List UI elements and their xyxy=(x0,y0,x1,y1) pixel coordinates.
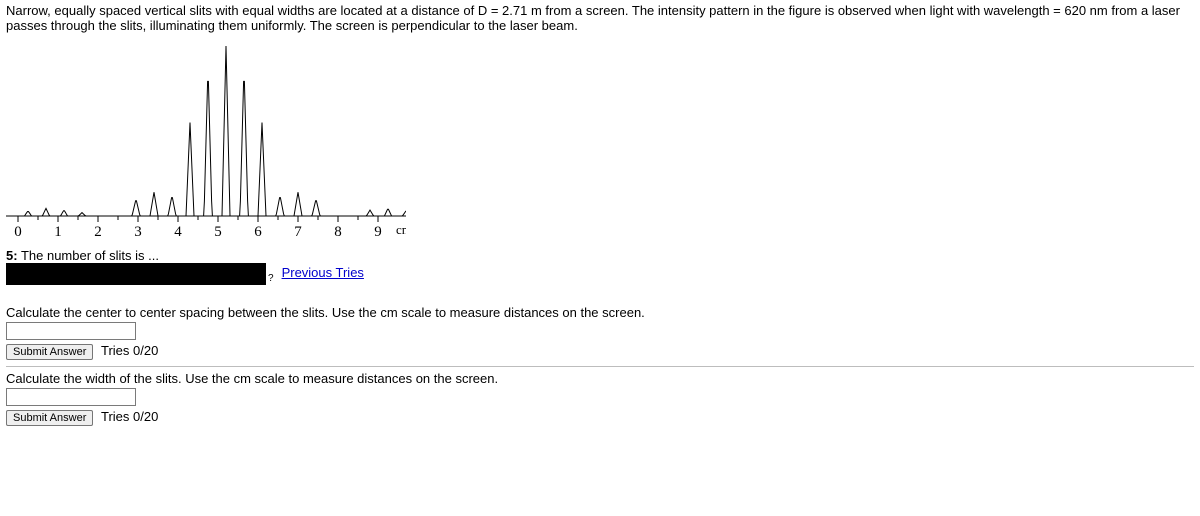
question-3: Calculate the width of the slits. Use th… xyxy=(6,371,1194,426)
svg-text:8: 8 xyxy=(334,224,342,240)
svg-text:6: 6 xyxy=(254,224,262,240)
svg-text:5: 5 xyxy=(214,224,222,240)
submit-button[interactable]: Submit Answer xyxy=(6,410,93,426)
question-1-text: The number of slits is ... xyxy=(21,248,159,263)
help-icon[interactable]: ? xyxy=(268,273,274,284)
problem-statement: Narrow, equally spaced vertical slits wi… xyxy=(6,4,1194,34)
svg-text:9: 9 xyxy=(374,224,382,240)
separator xyxy=(6,366,1194,367)
submit-button[interactable]: Submit Answer xyxy=(6,344,93,360)
svg-text:2: 2 xyxy=(94,224,102,240)
svg-text:1: 1 xyxy=(54,224,62,240)
redacted-block xyxy=(6,263,266,285)
tries-counter: Tries 0/20 xyxy=(101,409,158,424)
question-1-answer-row: ? Previous Tries xyxy=(6,263,1194,285)
question-3-input[interactable] xyxy=(6,388,136,406)
svg-text:cm: cm xyxy=(396,222,406,237)
svg-text:4: 4 xyxy=(174,224,182,240)
tries-counter: Tries 0/20 xyxy=(101,343,158,358)
intensity-figure: 0 1 2 3 4 5 6 7 8 9 cm xyxy=(6,38,1194,246)
question-2-input[interactable] xyxy=(6,322,136,340)
question-2: Calculate the center to center spacing b… xyxy=(6,305,1194,360)
question-3-prompt: Calculate the width of the slits. Use th… xyxy=(6,371,1194,386)
previous-tries-link[interactable]: Previous Tries xyxy=(282,265,364,280)
svg-text:0: 0 xyxy=(14,224,22,240)
question-1-row: 5: The number of slits is ... xyxy=(6,248,1194,263)
question-1-number: 5: xyxy=(6,248,18,263)
svg-text:3: 3 xyxy=(134,224,142,240)
svg-text:7: 7 xyxy=(294,224,302,240)
question-2-prompt: Calculate the center to center spacing b… xyxy=(6,305,1194,320)
